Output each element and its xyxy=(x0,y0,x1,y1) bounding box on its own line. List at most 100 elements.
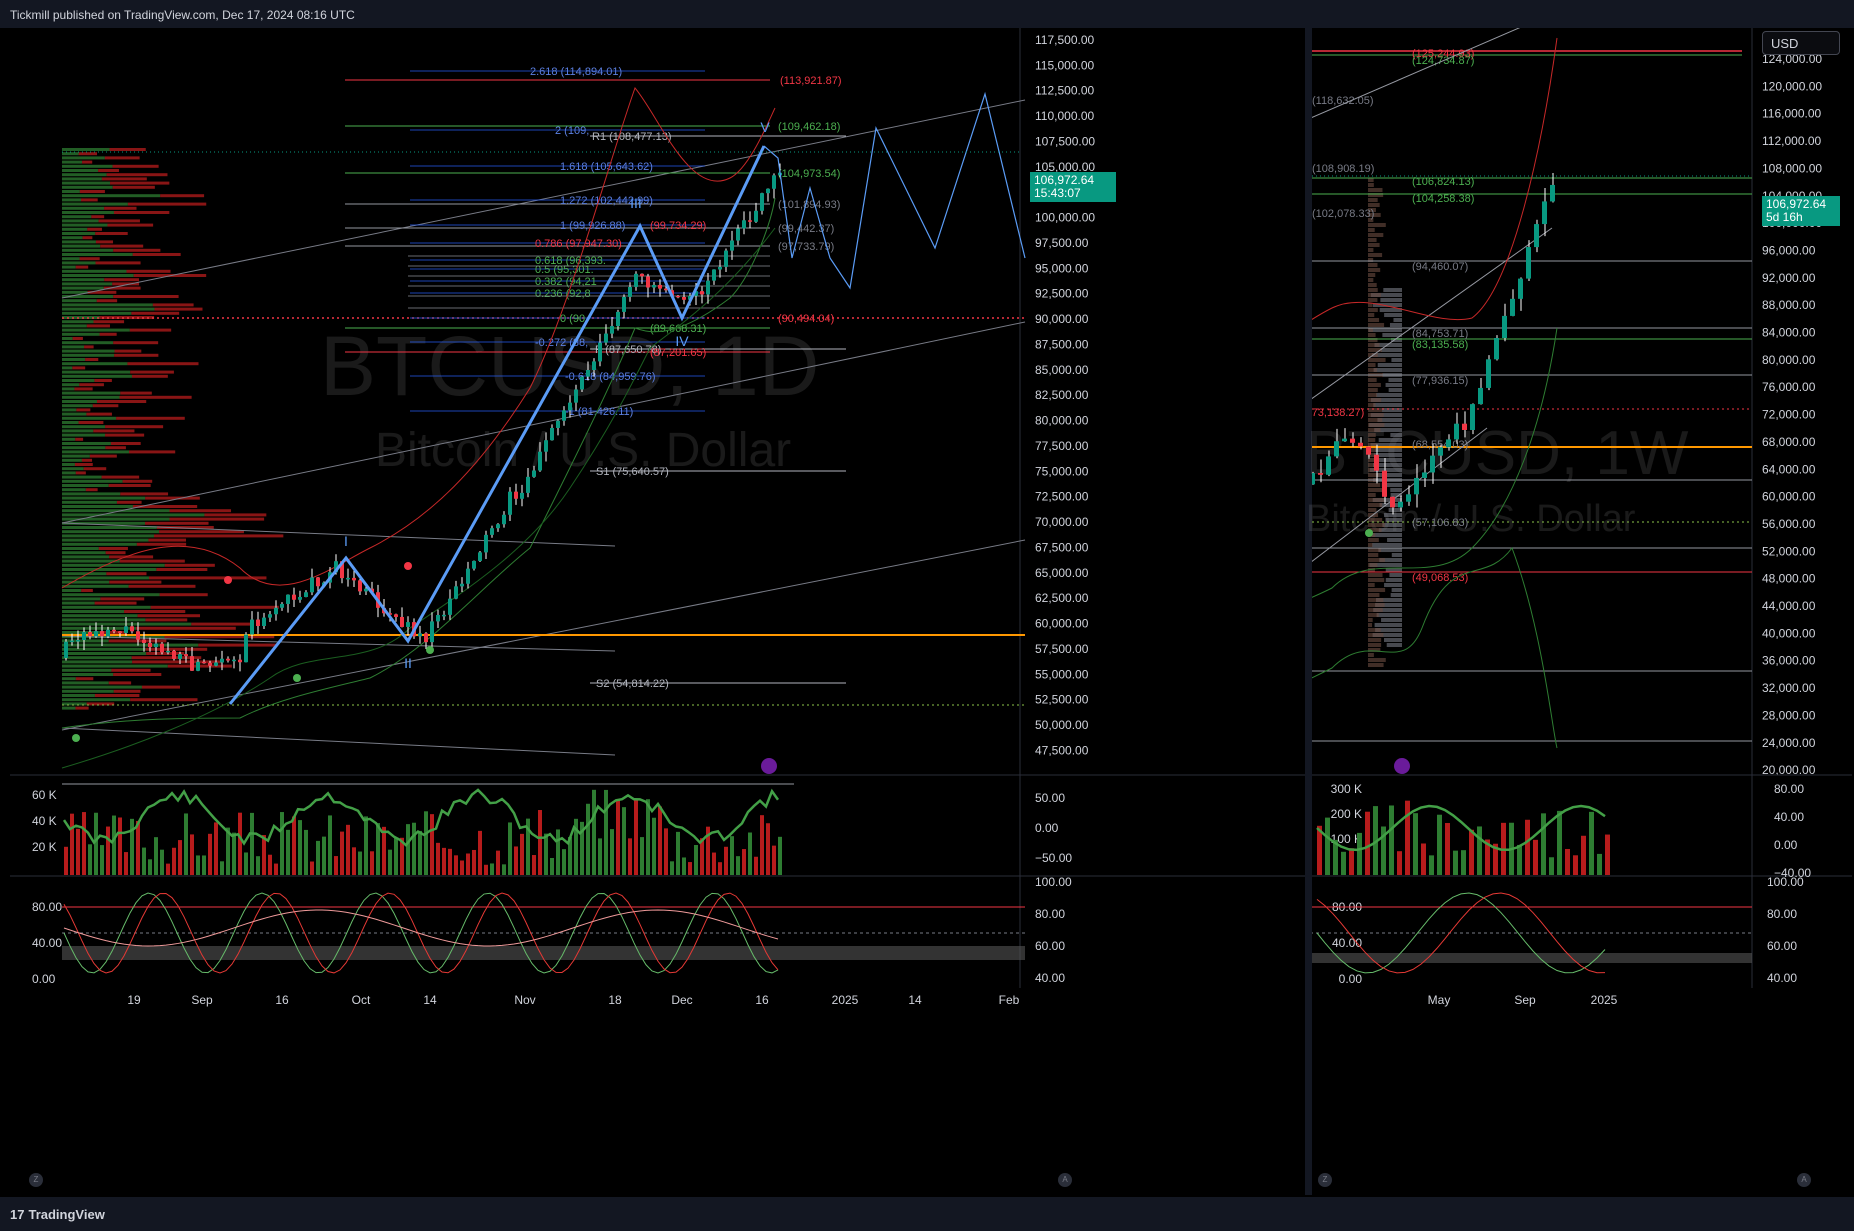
volume-profile-bar-up xyxy=(62,253,133,256)
right-volume-profile-left xyxy=(1368,643,1382,647)
left-chart-canvas[interactable]: 117,500.00 115,000.00 112,500.00 110,000.00… xyxy=(10,28,1305,1195)
right-volume-profile-bar xyxy=(1373,463,1402,467)
right-volume-profile-bar xyxy=(1391,553,1402,557)
left-time-axis-label: 14 xyxy=(908,993,922,1007)
tradingview-logo[interactable]: 17 TradingView xyxy=(10,1207,105,1222)
volume-bar xyxy=(220,861,224,875)
right-candle-body xyxy=(1518,278,1523,299)
right-candle-body xyxy=(1486,359,1491,388)
right-volume-profile-bar xyxy=(1381,618,1402,622)
right-volume-profile-bar xyxy=(1379,558,1402,562)
left-price-axis-label: 87,500.00 xyxy=(1035,337,1089,351)
volume-profile-bar-down xyxy=(111,668,151,672)
volume-profile-bar-up xyxy=(62,513,205,517)
right-price-axis-label: 64,000.00 xyxy=(1762,462,1816,476)
volume-profile-bar-down xyxy=(104,278,139,282)
left-price-axis-label: 70,000.00 xyxy=(1035,515,1089,529)
volume-profile-bar-down xyxy=(152,303,194,307)
left-zoom-toggle[interactable]: Z xyxy=(29,1173,43,1187)
candle-body xyxy=(190,656,194,671)
pane-divider[interactable] xyxy=(1305,28,1312,1195)
pivot-label: R1 (108,477.13) xyxy=(592,131,672,143)
candle-body xyxy=(148,642,152,648)
candle-body xyxy=(772,175,776,189)
volume-profile-bar-down xyxy=(109,148,146,151)
right-volume-profile-bar xyxy=(1390,338,1402,342)
right-level-label: (73,138.27) xyxy=(1312,407,1364,419)
candle-body xyxy=(598,342,602,362)
right-volume-bar xyxy=(1573,855,1578,875)
volume-profile-bar-up xyxy=(62,274,134,277)
right-candle-body xyxy=(1374,454,1379,471)
volume-bar xyxy=(682,857,686,875)
right-price-axis-label: 20,000.00 xyxy=(1762,763,1816,777)
right-volume-profile-left xyxy=(1368,563,1378,567)
left-chart-pane[interactable]: BTCUSD, 1D Bitcoin / U.S. Dollar 117,500… xyxy=(10,28,1305,1195)
volume-profile-bar-up xyxy=(62,597,101,601)
volume-profile-bar-up xyxy=(62,211,114,214)
candle-body xyxy=(682,297,686,300)
candle-body xyxy=(130,626,134,632)
right-level-label: (57,106.83) xyxy=(1412,517,1468,529)
right-volume-profile-left xyxy=(1368,223,1386,227)
right-volume-profile-bar xyxy=(1385,383,1402,387)
volume-bar xyxy=(292,816,296,875)
volume-profile-bar-down xyxy=(82,236,93,240)
right-volume-profile-bar xyxy=(1374,623,1402,627)
right-candle-body xyxy=(1398,501,1403,508)
volume-profile-bar-up xyxy=(62,185,113,189)
right-price-axis-label: 84,000.00 xyxy=(1762,326,1816,340)
volume-profile-bar-up xyxy=(62,568,157,571)
right-auto-toggle[interactable]: A xyxy=(1797,1173,1811,1187)
candle-body xyxy=(214,662,218,666)
volume-profile-bar-up xyxy=(62,206,105,210)
right-volume-profile-left xyxy=(1368,618,1373,622)
volume-profile-bar-up xyxy=(62,164,113,168)
volume-profile-bar-up xyxy=(62,332,100,336)
volume-profile-bar-down xyxy=(99,332,117,336)
volume-bar xyxy=(70,813,74,875)
right-volume-profile-left xyxy=(1368,558,1385,562)
candle-body xyxy=(178,654,182,659)
candle-body xyxy=(394,614,398,617)
level-label: (109,462.18) xyxy=(778,121,840,133)
right-volume-profile-bar xyxy=(1386,643,1402,647)
right-volume-profile-left xyxy=(1368,603,1385,607)
right-volume-profile-bar xyxy=(1370,293,1402,297)
right-stoch-left-axis-label: 0.00 xyxy=(1339,972,1363,986)
left-stoch-axis-label: 0.00 xyxy=(32,972,56,986)
volume-profile-bar-up xyxy=(62,576,149,580)
volume-profile-bar-down xyxy=(114,349,142,353)
volume-profile-bar-down xyxy=(136,542,187,546)
right-volume-profile-left xyxy=(1368,518,1383,522)
right-stoch-axis-label: 40.00 xyxy=(1035,971,1065,985)
candle-body xyxy=(520,492,524,499)
right-chart-canvas[interactable]: 124,000.00 120,000.00 116,000.00 112,000.00… xyxy=(1312,28,1852,1195)
volume-profile-bar-up xyxy=(62,479,123,483)
volume-profile-bar-up xyxy=(62,584,129,588)
bollinger-upper xyxy=(61,87,776,589)
candle-body xyxy=(262,617,266,626)
right-volume-profile-left xyxy=(1368,388,1378,392)
volume-bar xyxy=(412,822,416,875)
volume-profile-bar-up xyxy=(62,374,132,378)
right-volume-profile-bar xyxy=(1388,378,1402,382)
volume-profile-bar-down xyxy=(160,194,205,198)
pivot-label: P (87,650.78) xyxy=(595,344,661,356)
volume-profile-bar-up xyxy=(62,467,84,471)
candle-body xyxy=(442,614,446,617)
volume-profile-bar-up xyxy=(62,681,109,685)
currency-selector[interactable]: USD xyxy=(1762,31,1840,55)
right-volume-bar xyxy=(1605,834,1610,875)
right-chart-pane[interactable]: BTCUSD, 1W Bitcoin / U.S. Dollar 124,000… xyxy=(1306,28,1852,1195)
candle-body xyxy=(634,273,638,287)
volume-profile-bar-down xyxy=(132,660,223,664)
volume-profile-bar-down xyxy=(198,643,276,647)
volume-profile-bar-down xyxy=(94,694,140,697)
right-candle-body xyxy=(1510,298,1515,316)
volume-bar xyxy=(586,803,590,875)
left-auto-toggle[interactable]: A xyxy=(1058,1173,1072,1187)
right-zoom-toggle[interactable]: Z xyxy=(1318,1173,1332,1187)
right-volume-bar xyxy=(1341,851,1346,875)
right-volume-bar xyxy=(1325,817,1330,875)
